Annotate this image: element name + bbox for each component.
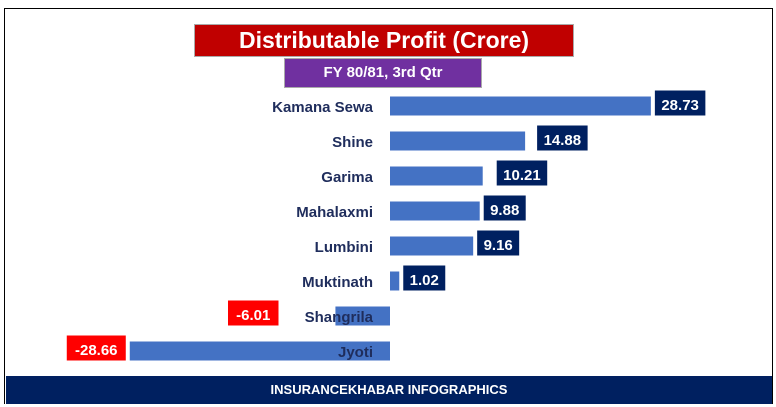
value-label: 9.88	[490, 202, 519, 219]
value-label: 10.21	[503, 167, 541, 184]
value-label: 9.16	[484, 237, 513, 254]
value-label-box	[477, 230, 520, 256]
value-label: -28.66	[75, 342, 118, 359]
value-label: -6.01	[236, 307, 270, 324]
bar	[390, 96, 651, 116]
category-label: Kamana Sewa	[272, 99, 374, 116]
value-label-box	[654, 90, 706, 116]
value-label-box	[537, 125, 588, 151]
category-label: Lumbini	[315, 239, 373, 256]
chart-title: Distributable Profit (Crore)	[194, 24, 574, 57]
bar	[390, 271, 400, 291]
bar	[335, 306, 390, 326]
footer-banner: INSURANCEKHABAR INFOGRAPHICS	[6, 376, 772, 404]
value-label-box	[228, 300, 279, 326]
category-label: Garima	[321, 169, 373, 186]
bar	[390, 131, 526, 151]
category-label: Mahalaxmi	[296, 204, 373, 221]
value-label-box	[483, 195, 526, 221]
bar	[390, 236, 474, 256]
category-label: Muktinath	[302, 274, 373, 291]
frame	[4, 8, 773, 404]
value-label: 14.88	[544, 132, 582, 149]
value-label-box	[403, 265, 446, 291]
bar	[390, 166, 483, 186]
value-label-box	[66, 335, 126, 361]
category-label: Shangrila	[305, 309, 374, 326]
value-label: 28.73	[661, 97, 699, 114]
bar	[129, 341, 390, 361]
bar	[390, 201, 480, 221]
value-label-box	[496, 160, 548, 186]
category-label: Jyoti	[338, 344, 373, 361]
chart-subtitle: FY 80/81, 3rd Qtr	[284, 58, 482, 88]
category-label: Shine	[332, 134, 373, 151]
value-label: 1.02	[410, 272, 439, 289]
